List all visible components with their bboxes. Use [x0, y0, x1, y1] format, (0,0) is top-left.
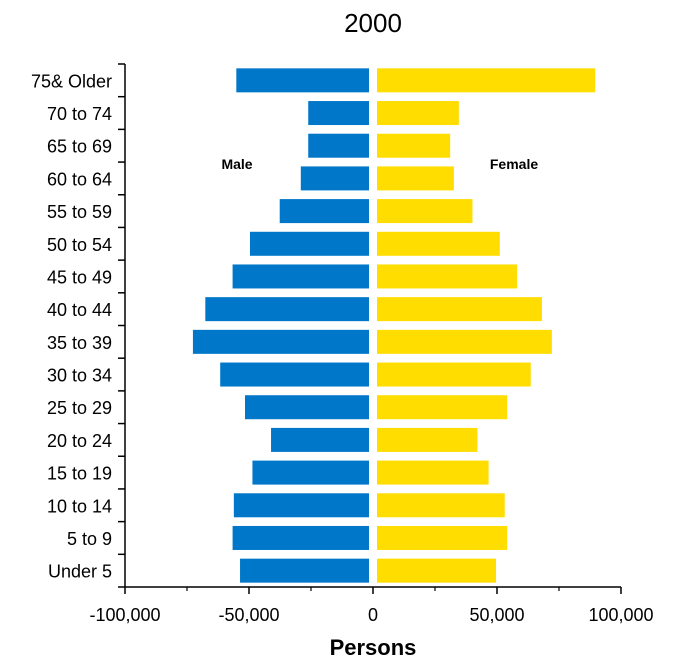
- bar-male-8: [205, 297, 369, 322]
- bar-male-14: [308, 101, 369, 126]
- bar-female-14: [377, 101, 459, 126]
- bar-female-5: [377, 395, 508, 420]
- bar-male-1: [232, 525, 369, 550]
- y-tick-label-15: 75& Older: [31, 71, 112, 91]
- y-tick-label-12: 60 to 64: [47, 169, 112, 189]
- bar-male-10: [249, 231, 369, 256]
- bar-female-2: [377, 493, 505, 518]
- bar-female-10: [377, 231, 500, 256]
- y-tick-label-1: 5 to 9: [67, 529, 112, 549]
- bar-female-15: [377, 68, 596, 93]
- y-tick-label-3: 15 to 19: [47, 464, 112, 484]
- bar-female-1: [377, 525, 508, 550]
- bar-male-9: [232, 264, 369, 289]
- bar-female-7: [377, 329, 552, 354]
- x-tick-label-4: 100,000: [588, 605, 653, 625]
- y-tick-label-8: 40 to 44: [47, 300, 112, 320]
- bar-female-4: [377, 427, 478, 452]
- x-tick-label-2: 0: [368, 605, 378, 625]
- female-bars: [377, 68, 596, 583]
- bar-male-6: [220, 362, 369, 387]
- male-series-label: Male: [221, 156, 252, 172]
- y-tick-label-4: 20 to 24: [47, 431, 112, 451]
- male-bars: [192, 68, 369, 583]
- y-axis: Under 5 5 to 9 10 to 14 15 to 19 20 to 24 25 …: [31, 63, 126, 588]
- female-series-label: Female: [490, 156, 538, 172]
- bar-female-12: [377, 166, 454, 191]
- y-tick-label-5: 25 to 29: [47, 398, 112, 418]
- x-tick-label-3: 50,000: [469, 605, 524, 625]
- x-tick-label-1: -50,000: [218, 605, 279, 625]
- x-axis: -100,000 -50,000 0 50,000 100,000: [89, 586, 654, 625]
- bar-male-3: [252, 460, 369, 485]
- bar-male-5: [245, 395, 369, 420]
- bar-male-13: [308, 133, 369, 158]
- y-tick-label-9: 45 to 49: [47, 267, 112, 287]
- bar-male-12: [300, 166, 369, 191]
- bar-female-13: [377, 133, 451, 158]
- bar-female-6: [377, 362, 531, 387]
- y-tick-label-11: 55 to 59: [47, 202, 112, 222]
- chart-title: 2000: [344, 8, 402, 38]
- x-axis-title: Persons: [330, 635, 417, 658]
- bar-female-8: [377, 297, 542, 322]
- y-tick-label-6: 30 to 34: [47, 366, 112, 386]
- bar-female-0: [377, 558, 497, 583]
- y-tick-label-0: Under 5: [48, 562, 112, 582]
- x-tick-label-0: -100,000: [89, 605, 160, 625]
- bar-female-3: [377, 460, 489, 485]
- bar-male-7: [192, 329, 369, 354]
- y-tick-label-10: 50 to 54: [47, 235, 112, 255]
- y-tick-label-7: 35 to 39: [47, 333, 112, 353]
- bar-male-15: [236, 68, 369, 93]
- bar-male-2: [233, 493, 369, 518]
- y-tick-label-13: 65 to 69: [47, 137, 112, 157]
- y-tick-label-2: 10 to 14: [47, 496, 112, 516]
- bar-male-4: [271, 427, 369, 452]
- bar-female-11: [377, 199, 473, 224]
- bar-female-9: [377, 264, 518, 289]
- bar-male-11: [279, 199, 369, 224]
- bar-male-0: [240, 558, 369, 583]
- y-tick-label-14: 70 to 74: [47, 104, 112, 124]
